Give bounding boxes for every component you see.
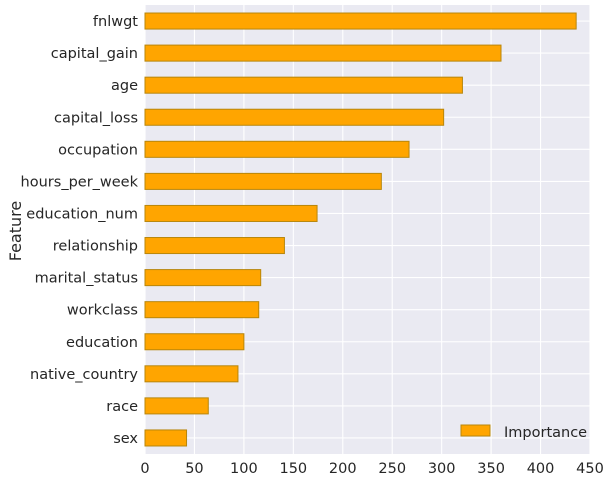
bar-race	[144, 397, 209, 415]
bars	[144, 12, 577, 447]
x-tick-label: 400	[527, 461, 555, 477]
y-tick-label: education_num	[26, 206, 138, 222]
y-tick-label: relationship	[53, 239, 138, 255]
bar-sex	[144, 429, 188, 447]
x-tick-label: 150	[279, 461, 307, 477]
bar-hours-per-week	[144, 172, 382, 190]
x-tick-label: 100	[230, 461, 258, 477]
bar-age	[144, 76, 463, 94]
x-tick-label: 250	[378, 461, 406, 477]
x-tick-label: 0	[140, 461, 149, 477]
x-tick-label: 450	[576, 461, 604, 477]
bar-capital-gain	[144, 44, 502, 62]
x-tick-label: 350	[477, 461, 505, 477]
bar-education	[144, 333, 245, 351]
bar-capital-loss	[144, 108, 445, 126]
bar-occupation	[144, 140, 410, 158]
x-tick-label: 300	[428, 461, 456, 477]
legend-swatch	[460, 424, 491, 437]
y-tick-label: age	[111, 78, 138, 94]
x-tick-labels: 0 50 100 150 200 250 300 350 400 450	[140, 461, 603, 477]
y-tick-label: occupation	[58, 142, 138, 158]
bar-marital-status	[144, 269, 262, 287]
bar-relationship	[144, 237, 285, 255]
legend-label: Importance	[504, 425, 587, 441]
bar-fnlwgt	[144, 12, 577, 30]
bar-workclass	[144, 301, 260, 319]
y-tick-label: native_country	[30, 367, 138, 383]
y-tick-label: capital_gain	[51, 46, 138, 62]
y-tick-label: hours_per_week	[21, 174, 139, 190]
x-tick-label: 200	[329, 461, 357, 477]
x-tick-label: 50	[185, 461, 203, 477]
y-tick-label: sex	[113, 431, 138, 447]
y-tick-label: fnlwgt	[93, 14, 138, 30]
y-tick-label: race	[106, 399, 138, 415]
y-tick-label: education	[66, 335, 138, 351]
bar-education-num	[144, 204, 318, 222]
y-tick-label: capital_loss	[54, 110, 138, 126]
legend: Importance	[460, 424, 587, 441]
y-tick-label: workclass	[67, 303, 138, 319]
plot-background	[145, 5, 590, 454]
y-axis-label: Feature	[6, 201, 25, 261]
bar-native-country	[144, 365, 239, 383]
y-tick-label: marital_status	[35, 271, 138, 287]
